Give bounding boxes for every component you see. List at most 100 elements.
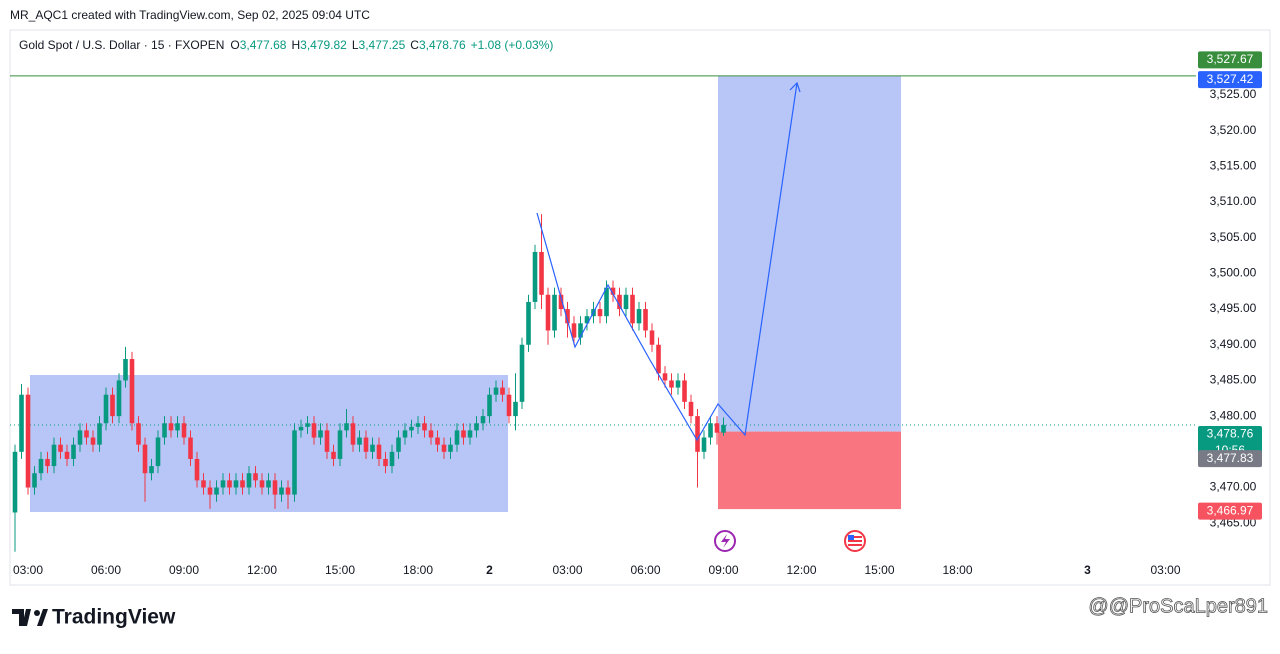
candle-body xyxy=(578,323,583,338)
candle-body xyxy=(194,458,200,481)
candle-body xyxy=(552,294,557,331)
legend-value: 3,479.82 xyxy=(300,38,347,52)
candle-body xyxy=(409,426,414,431)
x-tick-label: 18:00 xyxy=(942,563,972,577)
candle-body xyxy=(480,416,486,424)
candle-body xyxy=(45,458,50,467)
y-tick-label: 3,480.00 xyxy=(1210,408,1257,422)
candle-body xyxy=(474,423,479,431)
candle-body xyxy=(565,309,570,324)
candle-body xyxy=(454,430,460,445)
candle-body xyxy=(500,387,505,395)
price-badge-label: 3,478.76 xyxy=(1207,427,1254,441)
x-tick-label: 09:00 xyxy=(708,563,738,577)
candle-body xyxy=(532,251,538,302)
x-tick-label: 03:00 xyxy=(13,563,43,577)
x-tick-label: 15:00 xyxy=(325,563,355,577)
candle-body xyxy=(675,380,681,388)
price-badge-label: 3,466.97 xyxy=(1207,503,1254,517)
candle-body xyxy=(357,437,362,445)
candle-body xyxy=(149,466,154,474)
candle-body xyxy=(331,451,336,459)
candle-body xyxy=(623,294,629,310)
candle-body xyxy=(396,437,401,452)
y-tick-label: 3,510.00 xyxy=(1210,194,1257,208)
candle-body xyxy=(448,444,453,452)
tv-logo xyxy=(12,609,48,626)
candle-body xyxy=(519,344,525,402)
candle-body xyxy=(656,344,661,374)
candle-body xyxy=(545,294,551,331)
price-badge xyxy=(1198,502,1262,520)
candle-body xyxy=(630,294,635,324)
header: MR_AQC1 created with TradingView.com, Se… xyxy=(10,8,370,22)
candle-body xyxy=(110,394,115,417)
candle-body xyxy=(688,401,694,417)
candle-body xyxy=(175,423,180,431)
legend-key: H xyxy=(291,38,300,52)
candle-body xyxy=(695,416,700,452)
price-badge-label: 3,477.83 xyxy=(1207,451,1254,465)
candle-body xyxy=(207,487,213,495)
y-tick-label: 3,515.00 xyxy=(1210,158,1257,172)
x-tick-label: 03:00 xyxy=(1150,563,1180,577)
candle-body xyxy=(487,394,492,417)
candle-body xyxy=(721,424,726,433)
us-flag-icon xyxy=(844,530,866,552)
candle-body xyxy=(77,430,83,445)
candle-body xyxy=(643,309,648,331)
candle-body xyxy=(90,437,96,445)
candle-body xyxy=(129,359,135,424)
candle-body xyxy=(571,323,577,338)
candle-body xyxy=(25,394,31,488)
candle-body xyxy=(12,451,18,513)
candle-body xyxy=(233,480,239,488)
candle-body xyxy=(435,437,440,445)
price-badge xyxy=(1198,71,1262,89)
candle-body xyxy=(701,437,707,452)
candle-body xyxy=(311,423,317,438)
candle-body xyxy=(103,394,109,424)
legend-key: C xyxy=(410,38,419,52)
x-tick-label: 06:00 xyxy=(91,563,121,577)
x-tick-label: 09:00 xyxy=(169,563,199,577)
event-icon xyxy=(714,530,736,552)
y-tick-label: 3,520.00 xyxy=(1210,123,1257,137)
zigzag-drawing xyxy=(536,82,798,442)
candle-body xyxy=(155,437,161,467)
candle-body xyxy=(71,444,76,459)
legend-key: L xyxy=(352,38,359,52)
candle-body xyxy=(422,423,427,431)
legend-value: 3,477.25 xyxy=(359,38,406,52)
price-badge-label: 3,527.42 xyxy=(1207,72,1254,86)
candle-body xyxy=(370,444,375,452)
legend: Gold Spot / U.S. Dollar · 15 · FXOPEN O3,… xyxy=(19,38,553,52)
candle-body xyxy=(305,423,310,427)
candle-body xyxy=(246,473,252,488)
candle-body xyxy=(604,287,609,317)
candle-body xyxy=(220,480,226,488)
candle-body xyxy=(136,423,141,445)
y-tick-label: 3,525.00 xyxy=(1210,87,1257,101)
candle-body xyxy=(259,480,265,488)
y-tick-label: 3,505.00 xyxy=(1210,230,1257,244)
candle-body xyxy=(617,294,622,310)
y-tick-label: 3,500.00 xyxy=(1210,266,1257,280)
candle-body xyxy=(526,301,531,345)
price-badge xyxy=(1198,450,1262,468)
candle-body xyxy=(337,430,343,459)
candle-body xyxy=(51,444,57,467)
candle-body xyxy=(97,423,102,445)
candle-body xyxy=(506,394,512,417)
x-tick-label: 06:00 xyxy=(630,563,660,577)
y-tick-label: 3,470.00 xyxy=(1210,480,1257,494)
candle-body xyxy=(201,480,206,488)
candle-body xyxy=(279,487,284,495)
stop-zone xyxy=(718,431,901,510)
price-badge xyxy=(1198,51,1262,69)
candle-body xyxy=(116,380,122,417)
candle-body xyxy=(298,426,304,431)
candle-body xyxy=(38,458,44,474)
candle-body xyxy=(32,473,37,488)
